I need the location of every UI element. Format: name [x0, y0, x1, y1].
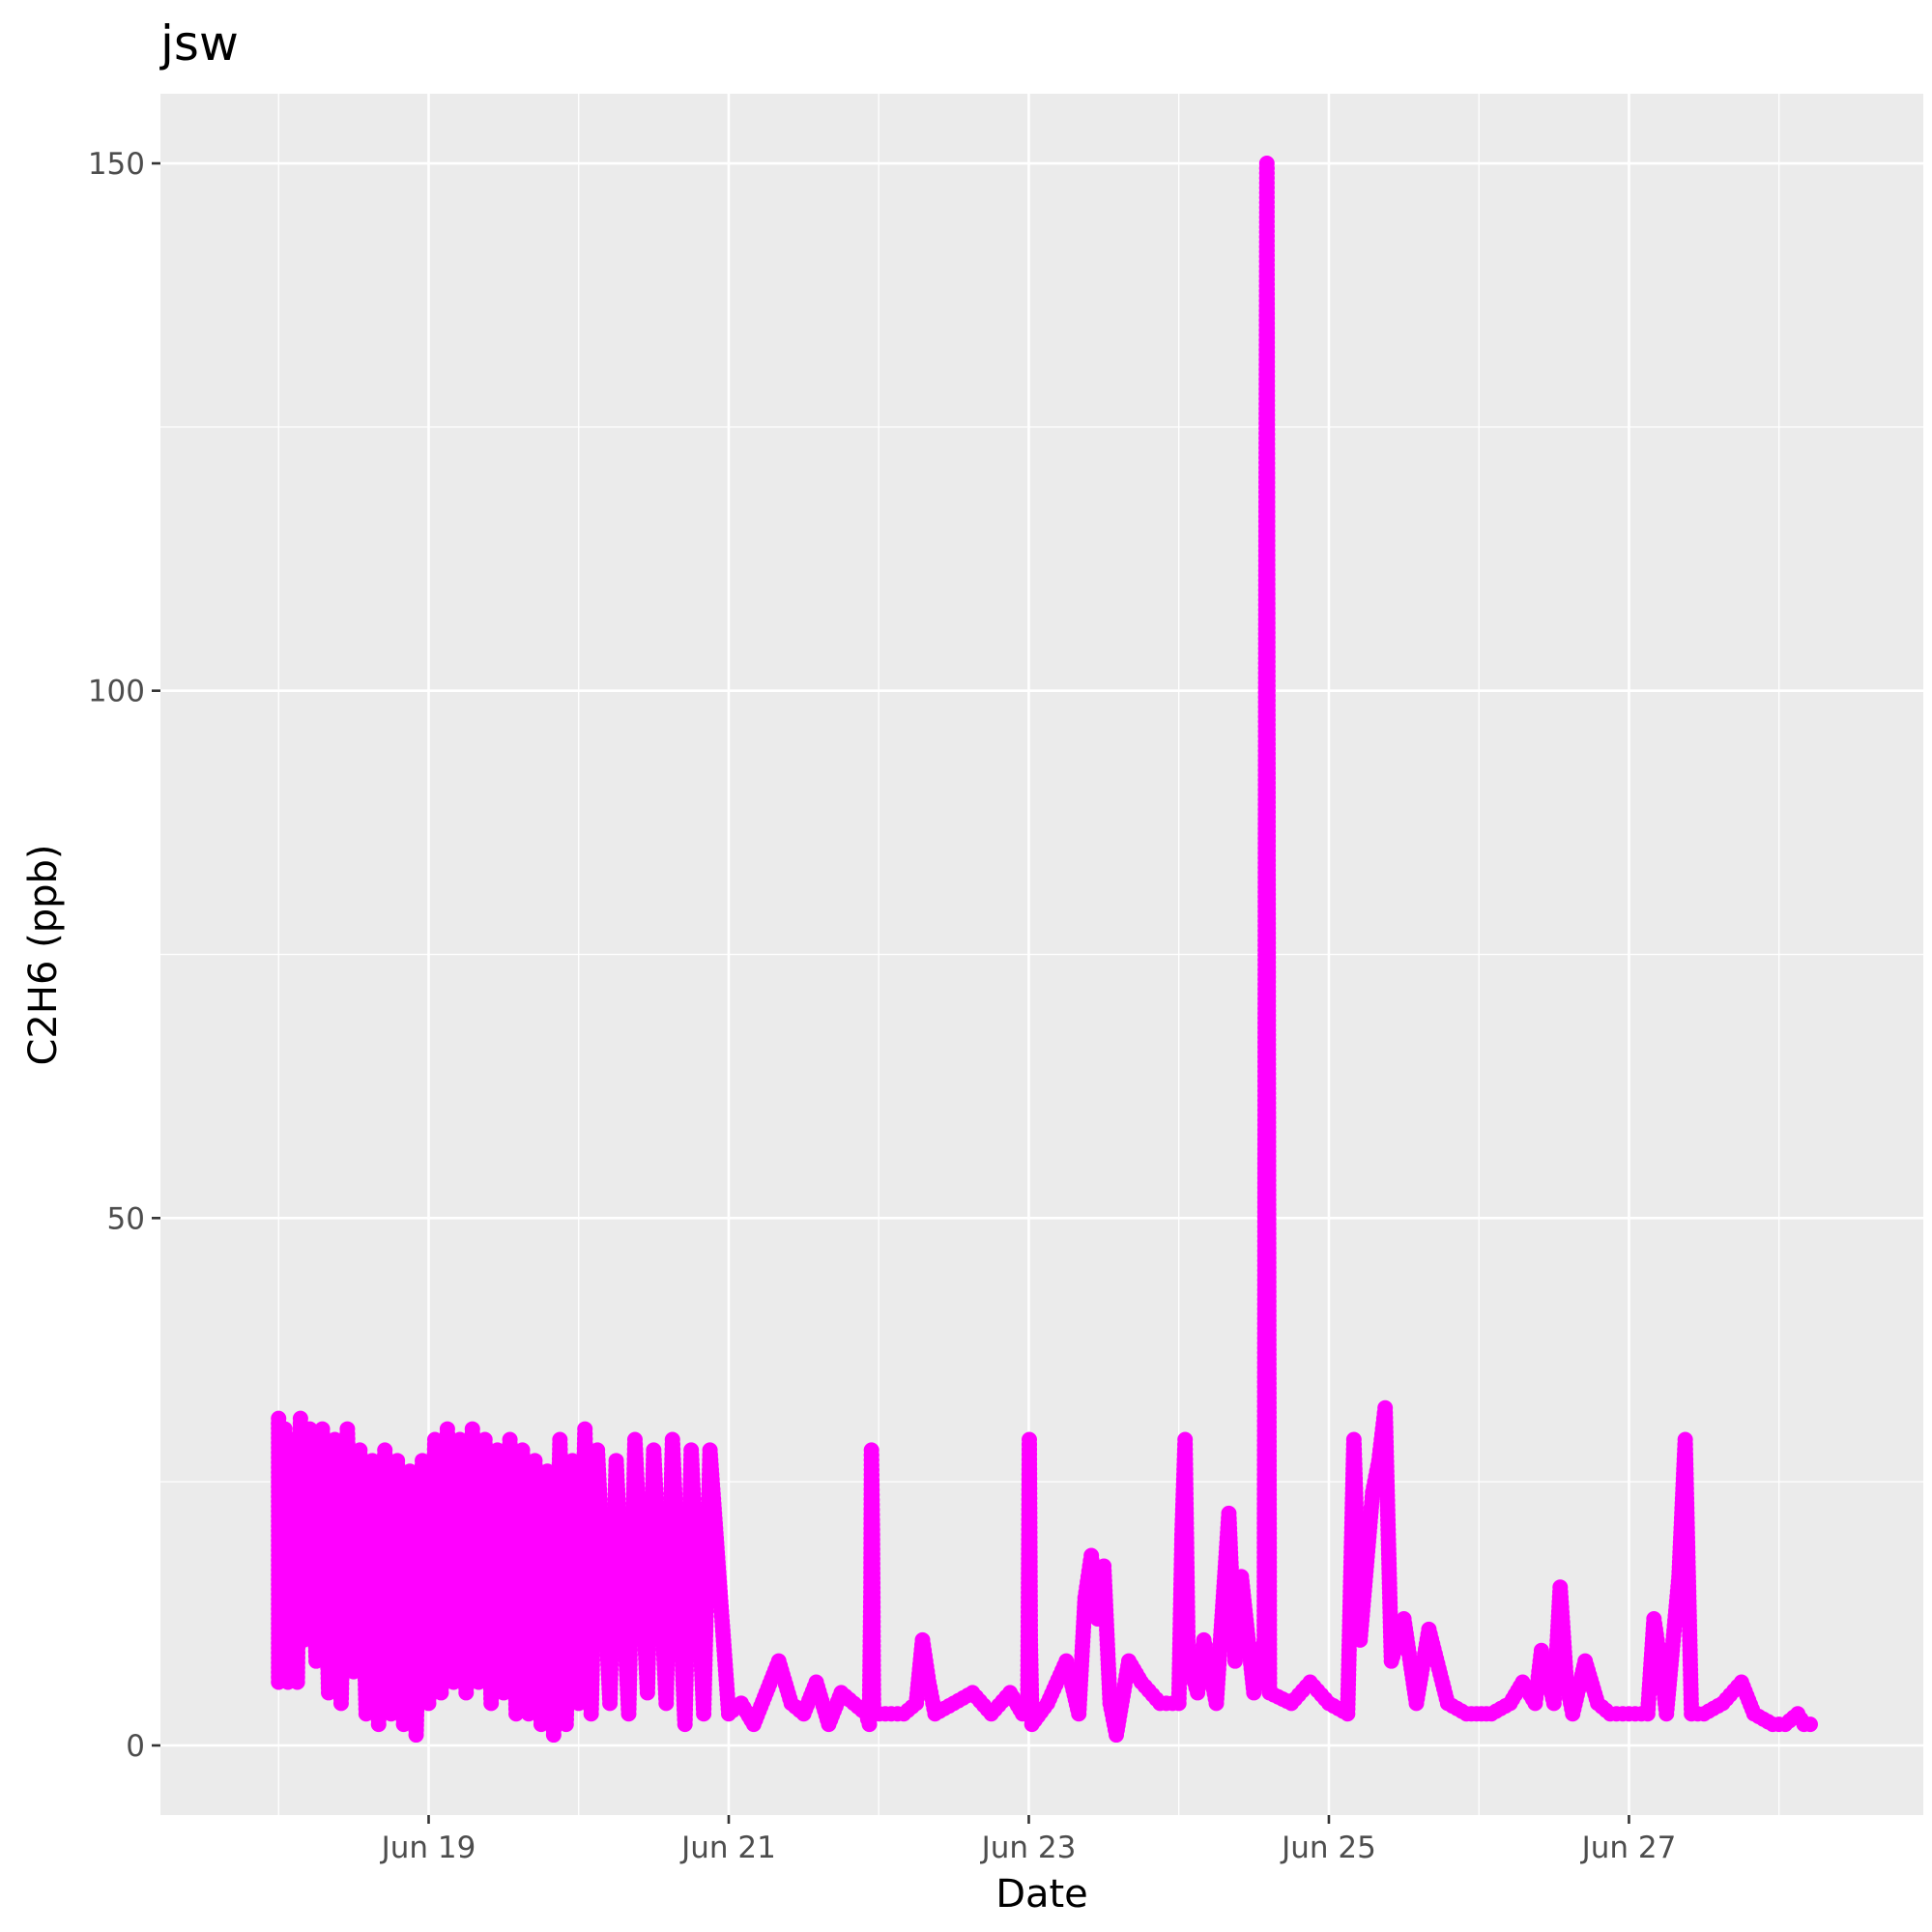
data-points: [271, 156, 1819, 1744]
grid-major: [160, 94, 1923, 1815]
